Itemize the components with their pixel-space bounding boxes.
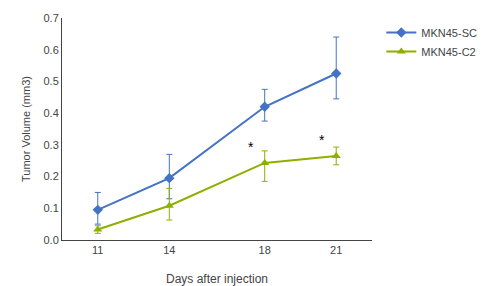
svg-text:11: 11: [92, 244, 103, 256]
svg-text:*: *: [319, 132, 325, 148]
svg-text:18: 18: [259, 244, 271, 256]
svg-text:Days after injection: Days after injection: [166, 272, 268, 286]
svg-text:0.5: 0.5: [44, 75, 59, 87]
svg-text:0.3: 0.3: [44, 139, 59, 151]
svg-text:MKN45-SC: MKN45-SC: [421, 27, 477, 39]
svg-text:21: 21: [330, 244, 342, 256]
svg-text:14: 14: [163, 244, 175, 256]
svg-text:0.2: 0.2: [44, 170, 59, 182]
svg-text:0.6: 0.6: [44, 44, 59, 56]
svg-text:0.4: 0.4: [44, 107, 59, 119]
svg-text:*: *: [248, 139, 254, 155]
svg-text:0.0: 0.0: [44, 234, 59, 246]
svg-text:Tumor Volume (mm3): Tumor Volume (mm3): [20, 76, 32, 182]
svg-text:0.1: 0.1: [44, 202, 59, 214]
svg-text:MKN45-C2: MKN45-C2: [421, 46, 475, 58]
svg-text:0.7: 0.7: [44, 12, 59, 24]
